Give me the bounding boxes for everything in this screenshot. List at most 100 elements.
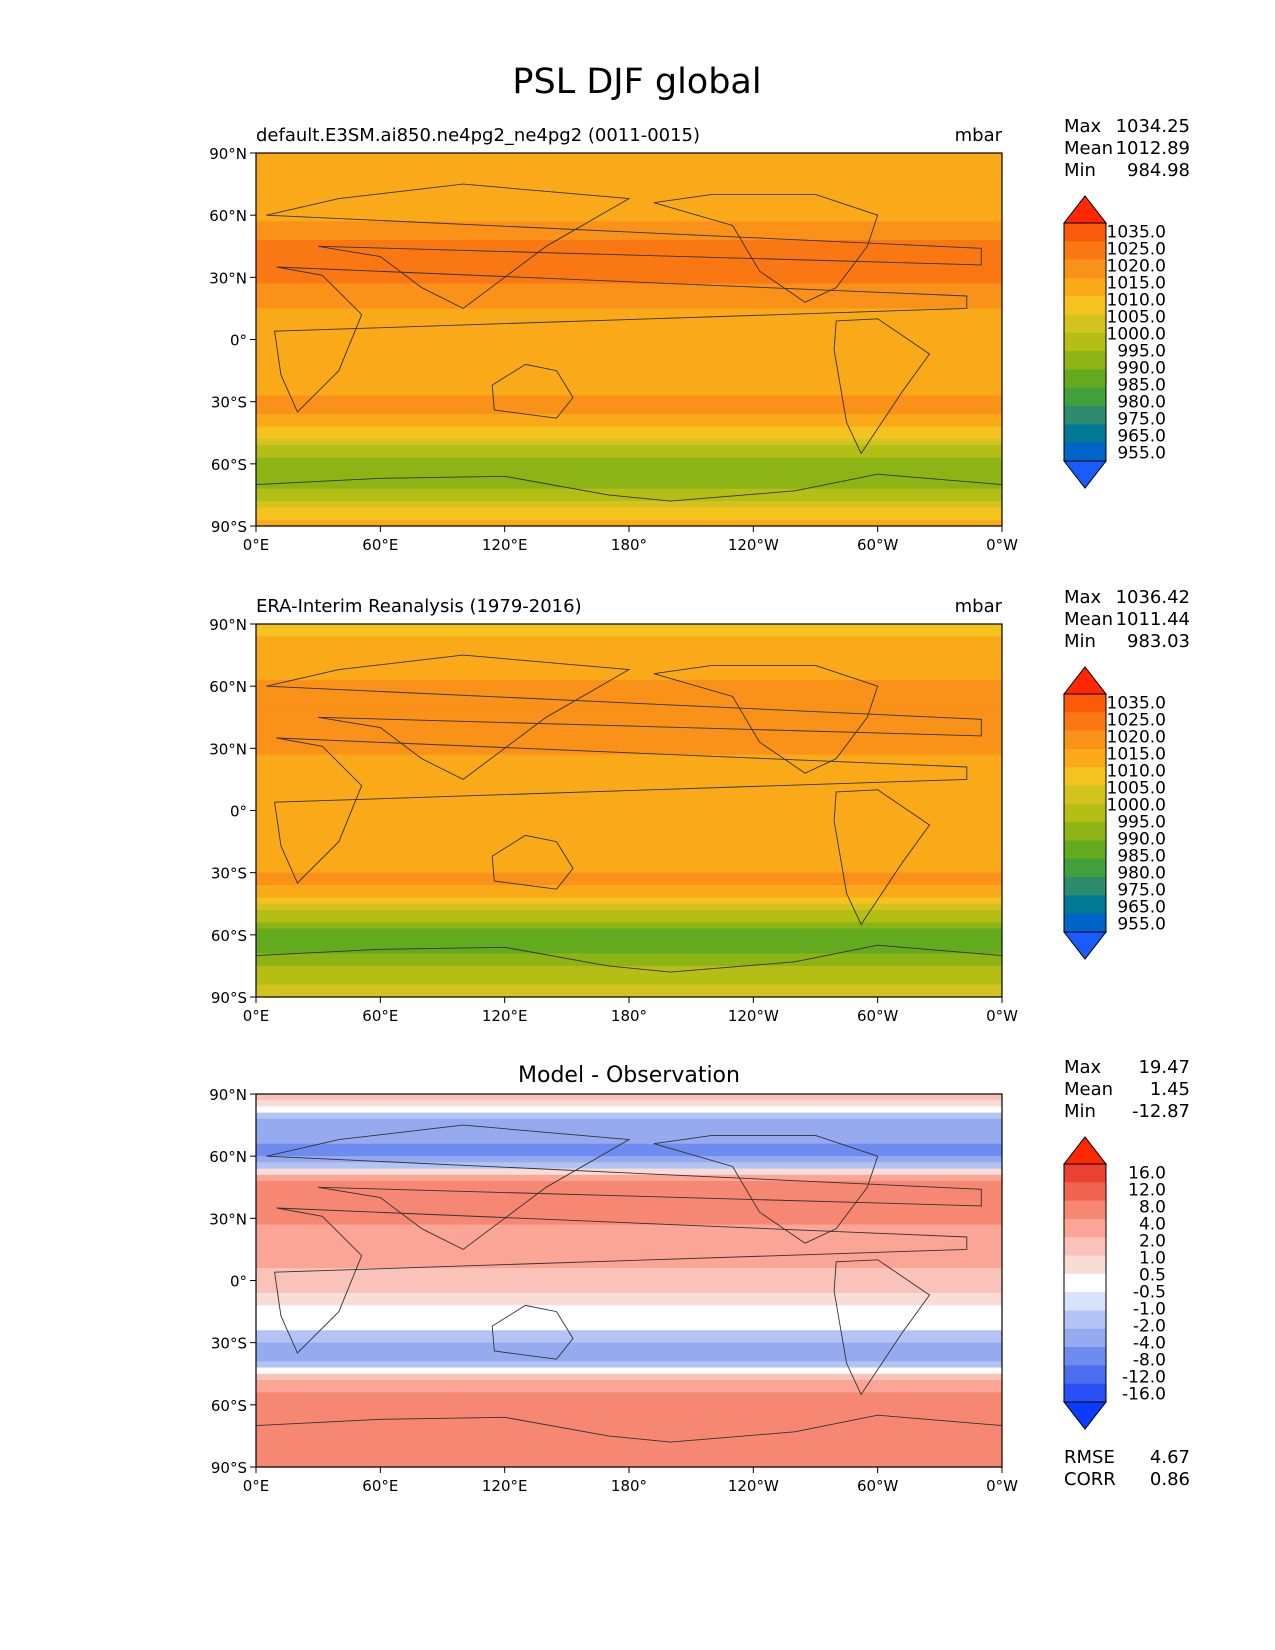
stat-value: 1.45 bbox=[1150, 1079, 1190, 1100]
colorbar-label: -0.5 bbox=[1133, 1283, 1166, 1303]
colorbar-extend-min bbox=[1062, 931, 1108, 960]
field-band bbox=[256, 1212, 1002, 1219]
colorbar-label: 985.0 bbox=[1117, 847, 1166, 867]
field-band bbox=[256, 513, 1002, 521]
map-field bbox=[256, 624, 1002, 998]
field-band bbox=[256, 314, 1002, 322]
field-band bbox=[256, 897, 1002, 905]
colorbar-segment bbox=[1064, 858, 1106, 878]
field-band bbox=[256, 791, 1002, 799]
field-band bbox=[256, 1137, 1002, 1145]
field-band bbox=[256, 1348, 1002, 1356]
field-band bbox=[256, 667, 1002, 675]
field-band bbox=[256, 389, 1002, 397]
colorbar-segment bbox=[1064, 1237, 1106, 1257]
field-band bbox=[256, 661, 1002, 669]
field-band bbox=[256, 841, 1002, 849]
field-band bbox=[256, 202, 1002, 210]
field-band bbox=[256, 494, 1002, 502]
colorbar-frame bbox=[1063, 222, 1107, 462]
x-tick-label: 120°E bbox=[482, 1477, 528, 1495]
colorbar-segment bbox=[1064, 1328, 1106, 1348]
field-band bbox=[256, 196, 1002, 204]
coastline bbox=[255, 944, 1003, 973]
map-field bbox=[256, 1094, 1002, 1468]
stat-value: 984.98 bbox=[1127, 160, 1190, 181]
field-band bbox=[256, 327, 1002, 334]
colorbar-label: 965.0 bbox=[1117, 427, 1166, 447]
field-band bbox=[256, 1230, 1002, 1238]
colorbar-segment bbox=[1064, 913, 1106, 933]
panel-2: ERA-Interim Reanalysis (1979-2016) mbar 90… bbox=[209, 587, 1190, 1025]
field-band bbox=[256, 233, 1002, 241]
field-band bbox=[256, 1112, 1002, 1120]
field-band bbox=[256, 1236, 1002, 1244]
field-band bbox=[256, 648, 1002, 656]
colorbar-label: 2.0 bbox=[1139, 1232, 1166, 1252]
field-band bbox=[256, 1168, 1002, 1176]
field-band bbox=[256, 470, 1002, 477]
field-band bbox=[256, 742, 1002, 749]
field-band bbox=[256, 760, 1002, 768]
field-band bbox=[256, 501, 1002, 508]
field-band bbox=[256, 333, 1002, 341]
y-tick-label: 60°S bbox=[211, 927, 247, 945]
colorbar-segment bbox=[1064, 387, 1106, 407]
x-tick-label: 60°E bbox=[362, 1477, 398, 1495]
x-tick-label: 0°E bbox=[243, 1007, 270, 1025]
colorbar-label: 1005.0 bbox=[1107, 308, 1166, 328]
colorbar-label: 4.0 bbox=[1139, 1215, 1166, 1235]
y-tick-label: 90°S bbox=[211, 989, 247, 1007]
field-band bbox=[256, 1311, 1002, 1319]
coastline bbox=[491, 1304, 574, 1360]
field-band bbox=[256, 289, 1002, 297]
stat-label: Max bbox=[1064, 1057, 1102, 1078]
colorbar: -16.0-12.0-8.0-4.0-2.0-1.0-0.50.51.02.04… bbox=[1062, 1136, 1166, 1430]
field-band bbox=[256, 414, 1002, 421]
coastlines bbox=[255, 1124, 1003, 1443]
x-tick-label: 120°W bbox=[728, 536, 779, 554]
field-band bbox=[256, 711, 1002, 718]
field-band bbox=[256, 698, 1002, 706]
coastlines bbox=[255, 183, 1003, 502]
field-band bbox=[256, 1106, 1002, 1114]
field-band bbox=[256, 1442, 1002, 1449]
field-band bbox=[256, 457, 1002, 465]
field-band bbox=[256, 376, 1002, 384]
coastline bbox=[266, 1124, 982, 1250]
field-band bbox=[256, 221, 1002, 229]
field-band bbox=[256, 339, 1002, 347]
field-band bbox=[256, 1292, 1002, 1300]
field-band bbox=[256, 785, 1002, 793]
y-tick-label: 90°N bbox=[209, 616, 247, 634]
field-band bbox=[256, 922, 1002, 930]
x-tick-label: 0°W bbox=[986, 1477, 1018, 1495]
field-band bbox=[256, 1398, 1002, 1406]
field-band bbox=[256, 947, 1002, 955]
field-band bbox=[256, 215, 1002, 222]
colorbar: 955.0965.0975.0980.0985.0990.0995.01000.… bbox=[1062, 666, 1166, 960]
field-band bbox=[256, 190, 1002, 198]
field-band bbox=[256, 1187, 1002, 1195]
panel-3: Model - Observation 90°N 60°N 30°N 0° 30°S 60°… bbox=[209, 1057, 1190, 1495]
stat-label: Min bbox=[1064, 160, 1096, 181]
colorbar-segment bbox=[1064, 1347, 1106, 1366]
field-band bbox=[256, 165, 1002, 173]
field-band bbox=[256, 1417, 1002, 1425]
metric-value: 4.67 bbox=[1150, 1447, 1190, 1468]
field-band bbox=[256, 965, 1002, 973]
colorbar-segment bbox=[1064, 730, 1106, 750]
map-field bbox=[256, 153, 1002, 527]
coastline bbox=[255, 1414, 1003, 1443]
colorbar-segment bbox=[1064, 1383, 1106, 1403]
colorbar-segment bbox=[1064, 694, 1106, 713]
field-band bbox=[256, 1435, 1002, 1443]
field-band bbox=[256, 692, 1002, 700]
y-tick-label: 60°S bbox=[211, 1397, 247, 1415]
field-band bbox=[256, 1255, 1002, 1263]
field-band bbox=[256, 420, 1002, 428]
colorbar-label: 1025.0 bbox=[1107, 711, 1166, 731]
colorbar-segment bbox=[1064, 332, 1106, 352]
field-band bbox=[256, 426, 1002, 434]
field-band bbox=[256, 1131, 1002, 1139]
